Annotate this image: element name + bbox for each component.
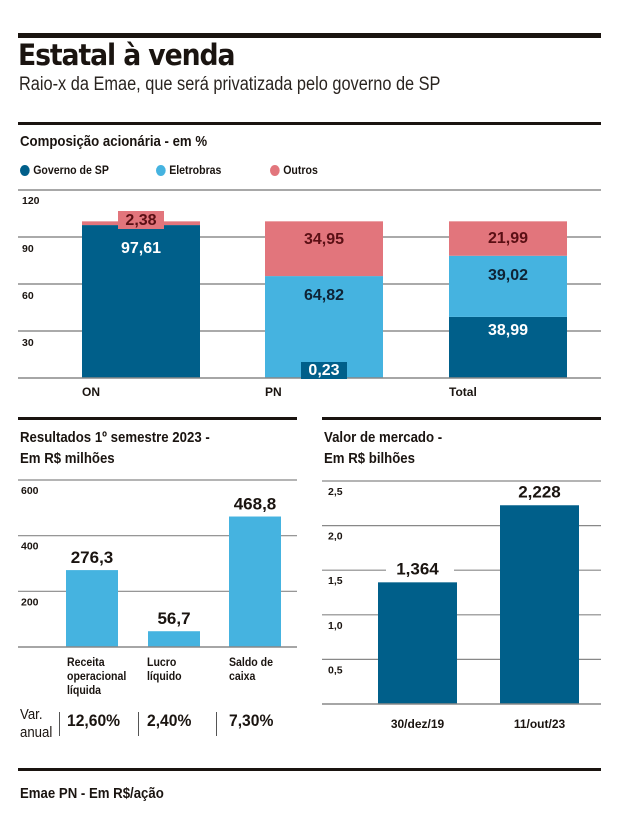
data-label: 468,8 <box>234 495 277 514</box>
legend-label-outros: Outros <box>283 163 318 177</box>
y-tick-label: 120 <box>22 195 40 207</box>
legend-item-eletrobras: Eletrobras <box>156 163 221 177</box>
data-label-governo-pn: 0,23 <box>308 362 339 379</box>
var-anual-label: Var. anual <box>20 706 52 742</box>
bar <box>229 516 281 647</box>
chart-title-valor-line2: Em R$ bilhões <box>324 450 415 467</box>
bar-segment-outros <box>449 221 567 256</box>
data-label-eletrobras-pn: 64,82 <box>304 287 344 304</box>
y-tick-label: 0,5 <box>328 664 343 676</box>
var-anual-label-line1: Var. <box>20 706 43 723</box>
category-label-line: Receita <box>67 655 105 669</box>
legend-label-governo: Governo de SP <box>33 163 109 177</box>
section-rule-valor-mercado <box>322 417 601 420</box>
chart-composicao: 30 60 90 120 ON PN Total 2,38 97,61 34,95 64,82 0,2… <box>18 189 601 399</box>
bar <box>500 505 579 704</box>
data-label: 56,7 <box>157 609 190 628</box>
legend-label-eletrobras: Eletrobras <box>169 163 222 177</box>
y-tick-label: 30 <box>22 337 34 349</box>
category-label-lucro: Lucro líquido <box>147 655 182 683</box>
data-label-governo-pn-box <box>301 362 347 379</box>
data-label-eletrobras-total: 39,02 <box>488 267 528 284</box>
x-tick-label: 11/out/23 <box>514 717 566 731</box>
chart-resultados: 200 400 600 276,3 56,7 468,8 <box>18 479 297 648</box>
y-tick-label: 1,5 <box>328 575 343 587</box>
top-rule <box>18 33 601 38</box>
y-tick-label: 600 <box>21 485 39 497</box>
bar <box>148 631 200 647</box>
category-label-line: líquido <box>147 669 182 683</box>
category-label-receita: Receita operacional líquida <box>67 655 126 697</box>
bar-segment-eletrobras <box>265 276 383 378</box>
data-label: 2,228 <box>518 482 561 501</box>
data-label-outros-total: 21,99 <box>488 230 528 247</box>
y-tick-label: 200 <box>21 596 39 608</box>
y-tick-label: 2,0 <box>328 531 343 543</box>
chart-title-resultados-line2: Em R$ milhões <box>20 450 115 467</box>
category-label-line: operacional <box>67 669 127 683</box>
y-tick-label: 1,0 <box>328 620 343 632</box>
x-tick-label: 30/dez/19 <box>391 717 445 731</box>
data-label-outros-on: 2,38 <box>125 212 156 229</box>
chart-title-emae-pn: Emae PN - Em R$/ação <box>20 785 164 802</box>
section-rule-composicao <box>18 122 601 125</box>
page-subtitle: Raio-x da Emae, que será privatizada pel… <box>19 74 441 95</box>
y-tick-label: 2,5 <box>328 486 343 498</box>
y-tick-label: 400 <box>21 541 39 553</box>
legend-item-outros: Outros <box>270 163 318 177</box>
x-tick-label: PN <box>265 385 282 399</box>
bar-segment-governo-de-sp <box>449 316 567 378</box>
section-rule-emae-pn <box>18 768 601 771</box>
data-label-governo-on: 97,61 <box>121 240 161 257</box>
chart-title-valor-line1: Valor de mercado - <box>324 429 443 446</box>
bar-segment-eletrobras <box>449 255 567 317</box>
chart-valor-mercado: 0,5 1,0 1,5 2,0 2,5 1,364 30/dez/19 2,228 11/out… <box>322 480 601 731</box>
data-label-outros-on-box <box>118 211 164 229</box>
x-tick-label: ON <box>82 385 100 399</box>
category-label-saldo: Saldo de caixa <box>229 655 273 683</box>
var-separator <box>59 712 60 736</box>
data-label-governo-total: 38,99 <box>488 322 528 339</box>
var-separator <box>138 712 139 736</box>
x-tick-label: Total <box>449 385 477 399</box>
y-tick-label: 90 <box>22 243 34 255</box>
legend-swatch-governo <box>20 164 30 176</box>
data-label: 276,3 <box>71 548 114 567</box>
section-rule-resultados <box>18 417 297 420</box>
chart-title-resultados-line1: Resultados 1º semestre 2023 - <box>20 429 210 446</box>
category-label-line: Lucro <box>147 655 177 669</box>
bar <box>66 570 118 647</box>
var-separator <box>216 712 217 736</box>
var-anual-lucro: 2,40% <box>147 711 192 730</box>
var-anual-receita: 12,60% <box>67 711 121 730</box>
category-label-line: líquida <box>67 683 102 697</box>
bar-segment-governo-de-sp <box>82 225 200 378</box>
y-tick-label: 60 <box>22 290 34 302</box>
data-label: 1,364 <box>396 559 439 578</box>
category-label-line: caixa <box>229 669 256 683</box>
chart-title-composicao: Composição acionária - em % <box>20 133 208 150</box>
legend-swatch-outros <box>270 164 280 176</box>
category-label-line: Saldo de <box>229 655 274 669</box>
var-anual-saldo: 7,30% <box>229 711 274 730</box>
data-label-outros-pn: 34,95 <box>304 231 344 248</box>
legend-item-governo: Governo de SP <box>20 163 109 177</box>
legend-swatch-eletrobras <box>156 164 166 176</box>
bar-segment-outros <box>265 221 383 277</box>
page-title: Estatal à venda <box>18 38 235 72</box>
var-anual-label-line2: anual <box>20 724 53 741</box>
bar <box>378 582 457 704</box>
